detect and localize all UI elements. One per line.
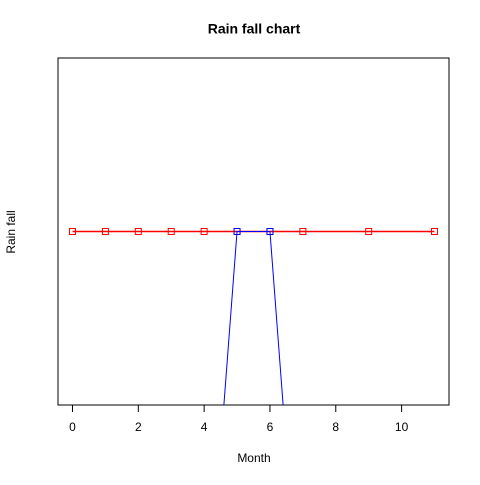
x-tick-label: 4 (201, 420, 208, 434)
point (431, 228, 439, 235)
point (266, 228, 274, 235)
y-axis-label: Rain fall (4, 210, 18, 253)
x-tick-label: 8 (332, 420, 339, 434)
series-line (223, 231, 284, 405)
x-tick-label: 0 (69, 420, 76, 434)
x-tick-label: 10 (395, 420, 409, 434)
point (101, 228, 109, 235)
point (167, 228, 175, 235)
chart-title: Rain fall chart (208, 21, 301, 37)
point (365, 228, 373, 235)
point (233, 228, 241, 235)
point (134, 228, 142, 235)
point (299, 228, 307, 235)
x-axis-label: Month (237, 451, 270, 465)
point (68, 228, 76, 235)
x-tick-label: 2 (135, 420, 142, 434)
x-tick-label: 6 (267, 420, 274, 434)
point (200, 228, 208, 235)
plot-area (68, 228, 439, 405)
